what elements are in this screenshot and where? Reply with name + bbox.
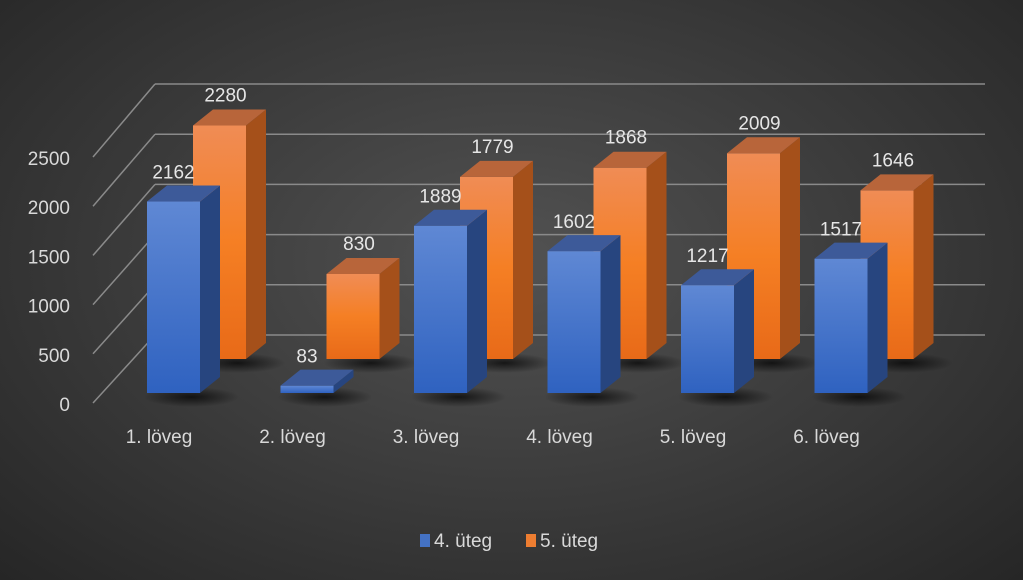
bar-side [246, 109, 266, 359]
data-label: 1602 [553, 212, 595, 233]
bar-top [860, 174, 934, 191]
legend-label: 5. üteg [540, 531, 598, 552]
y-axis-labels: 0 500 1000 1500 2000 2500 [28, 149, 70, 416]
gridline-depth [92, 133, 156, 207]
gridline-depth [92, 234, 156, 306]
data-label: 1217 [686, 246, 728, 267]
bar-front [326, 274, 380, 359]
gridline-depth [92, 183, 156, 256]
bar-side [867, 242, 888, 393]
bar-top [326, 258, 400, 275]
data-label: 2162 [152, 163, 194, 184]
data-label: 1646 [872, 150, 914, 171]
bar-side [467, 209, 487, 393]
y-tick-label: 2500 [28, 149, 70, 170]
data-label: 830 [343, 234, 375, 255]
x-category-label: 4. löveg [526, 427, 593, 448]
bar-side [734, 269, 754, 393]
bar-front [681, 285, 734, 393]
y-tick-label: 1500 [28, 247, 70, 268]
data-label: 1889 [419, 187, 461, 208]
data-label: 1868 [605, 128, 647, 149]
bar-top [193, 109, 266, 126]
gridline-depth [92, 334, 156, 404]
bar-front [547, 251, 601, 393]
bars: 2280 2162 830 83 1779 1889 1868 1602 2009 1217 164… [143, 86, 953, 407]
bar-front [280, 385, 334, 393]
data-label: 83 [296, 347, 317, 368]
bar-top [681, 269, 754, 286]
bar-top [414, 209, 487, 226]
legend-swatch [526, 534, 536, 547]
y-tick-label: 0 [59, 395, 70, 416]
gridline-depth [92, 284, 156, 355]
data-label: 2009 [738, 113, 780, 134]
x-category-label: 6. löveg [793, 427, 860, 448]
bar-front [147, 201, 200, 393]
bar-front [814, 258, 868, 393]
data-label: 1517 [820, 220, 862, 241]
bar-front [414, 225, 467, 393]
legend: 4. üteg 5. üteg [420, 531, 598, 552]
data-label: 1779 [471, 137, 513, 158]
x-axis-labels: 1. löveg 2. löveg 3. löveg 4. löveg 5. löveg… [126, 427, 860, 448]
bar-top [814, 242, 888, 259]
y-tick-label: 500 [38, 346, 70, 367]
bar-side [333, 369, 354, 393]
bar-side [600, 235, 621, 393]
x-category-label: 3. löveg [393, 427, 460, 448]
bar-side [379, 258, 400, 359]
bar-top [593, 151, 667, 168]
legend-label: 4. üteg [434, 531, 492, 552]
y-tick-label: 1000 [28, 297, 70, 318]
legend-swatch [420, 534, 430, 547]
gridline-depth [92, 83, 156, 158]
x-category-label: 1. löveg [126, 427, 193, 448]
bar-top [147, 185, 220, 202]
bar-top [280, 369, 354, 386]
y-tick-label: 2000 [28, 198, 70, 219]
x-category-label: 2. löveg [259, 427, 326, 448]
bar-side [513, 160, 533, 359]
bar-top [547, 235, 621, 252]
data-label: 2280 [204, 86, 246, 107]
bar-top [460, 160, 533, 177]
bar-side [780, 137, 800, 359]
bar-side [913, 174, 934, 359]
bar-top [727, 137, 800, 154]
x-category-label: 5. löveg [660, 427, 727, 448]
bar-side [200, 185, 220, 393]
bar-side [646, 151, 667, 359]
